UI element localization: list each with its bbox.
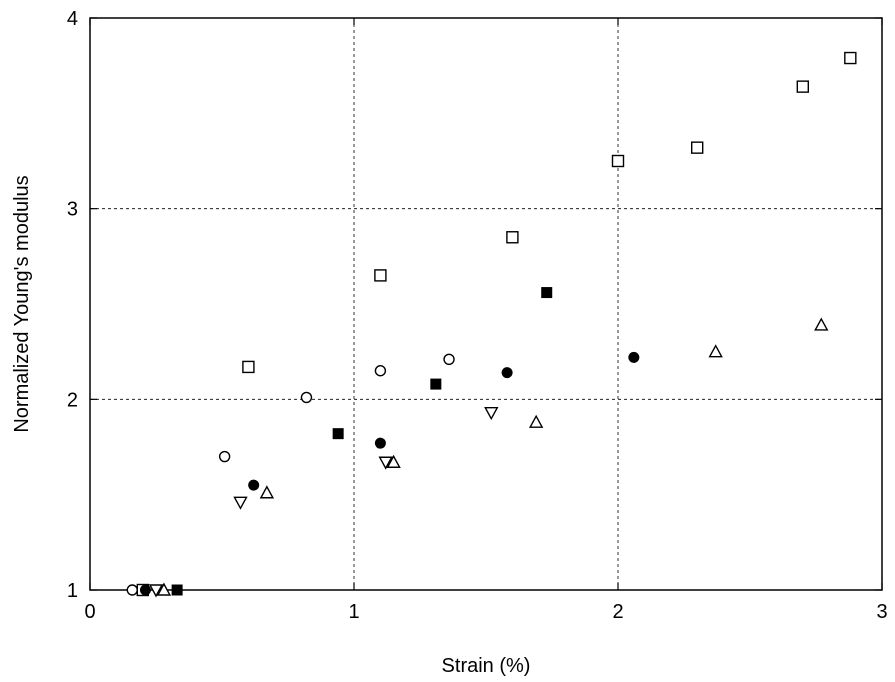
point-open-circle [443,353,455,365]
plot-frame [89,17,883,591]
point-filled-circle [628,351,640,363]
point-open-circle [126,584,138,596]
x-tick-label: 3 [876,601,887,623]
point-filled-circle [374,437,386,449]
point-open-triangle-up [386,454,401,468]
grid-lines [90,18,882,590]
point-filled-square [430,378,442,390]
point-open-circle [374,365,387,377]
point-filled-circle [248,479,260,491]
point-open-triangle-down [484,406,499,421]
point-open-square [242,360,255,374]
x-tick-label: 2 [612,601,623,623]
x-axis-label: Strain (%) [442,655,531,677]
point-open-triangle-up [156,582,172,596]
point-open-triangle-up [708,344,723,358]
y-axis-label: Normalized Young's modulus [11,175,33,432]
y-tick-label: 4 [67,8,78,30]
axis-ticks [89,17,883,591]
point-open-square [611,154,625,168]
point-filled-square [171,584,183,596]
point-open-square [374,269,387,282]
point-open-square [796,80,809,93]
point-open-triangle-down [233,496,248,510]
y-tick-label: 2 [67,389,78,411]
y-tick-label: 3 [67,199,78,221]
point-filled-square [541,287,553,299]
point-filled-circle [139,584,151,596]
point-open-square [691,141,704,154]
point-open-triangle-down [148,584,164,598]
point-filled-circle [501,367,513,379]
point-filled-square [332,428,344,440]
point-open-square [844,51,857,65]
point-open-circle [300,391,313,404]
x-tick-label: 1 [348,601,359,623]
x-tick-label: 0 [84,601,95,623]
point-open-square [506,231,519,244]
point-open-circle [218,450,231,463]
point-open-triangle-up [814,317,829,331]
data-points [126,51,857,598]
point-open-triangle-up [528,414,544,428]
point-open-triangle-up [259,485,275,499]
y-tick-label: 1 [67,580,78,602]
point-open-triangle-down [378,456,393,470]
